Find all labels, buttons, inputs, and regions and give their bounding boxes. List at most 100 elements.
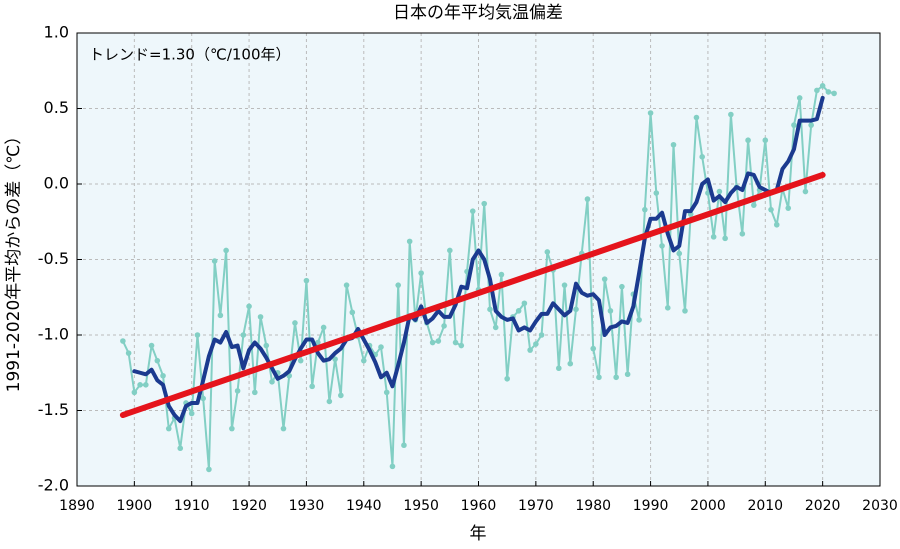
data-point <box>297 357 304 364</box>
data-point <box>154 357 161 364</box>
data-point <box>636 317 642 323</box>
data-point <box>343 282 350 288</box>
y-tick-label: -2.0 <box>38 476 69 495</box>
data-point <box>481 200 488 207</box>
data-point <box>802 188 809 195</box>
x-tick-label: 1960 <box>461 498 497 514</box>
data-point <box>120 338 126 344</box>
data-point <box>229 425 235 432</box>
data-point <box>607 308 614 314</box>
data-point <box>234 388 241 394</box>
data-point <box>469 208 476 214</box>
y-tick-label: 1.0 <box>44 23 69 42</box>
data-point <box>647 110 654 116</box>
x-axis-label: 年 <box>470 524 487 544</box>
y-tick-label: 0.0 <box>44 174 69 193</box>
data-point <box>722 235 728 242</box>
data-point <box>762 137 769 144</box>
data-point <box>378 344 384 350</box>
data-point <box>165 425 172 432</box>
data-point <box>447 247 453 254</box>
x-tick-label: 2030 <box>862 498 898 514</box>
data-point <box>435 338 442 344</box>
data-point <box>773 221 780 228</box>
data-point <box>338 392 344 399</box>
data-point <box>670 141 677 148</box>
data-point <box>125 350 132 356</box>
data-point <box>349 309 356 316</box>
data-point <box>246 303 252 310</box>
x-tick-label: 1990 <box>633 498 669 514</box>
data-point <box>401 442 407 449</box>
x-tick-label: 1980 <box>575 498 611 514</box>
data-point <box>561 282 568 288</box>
data-point <box>745 137 751 144</box>
data-point <box>332 356 338 362</box>
data-point <box>383 389 390 396</box>
x-tick-label: 1930 <box>289 498 325 514</box>
data-point <box>556 365 562 372</box>
data-point <box>596 374 602 381</box>
data-point <box>223 247 229 254</box>
series-line <box>132 95 825 424</box>
data-point <box>808 122 814 128</box>
data-point <box>739 231 746 237</box>
data-point <box>194 332 201 338</box>
data-point <box>682 308 688 314</box>
data-point <box>303 277 310 284</box>
data-point <box>796 95 803 101</box>
chart-title: 日本の年平均気温偏差 <box>393 3 563 23</box>
data-point <box>360 357 367 364</box>
data-point <box>533 341 539 347</box>
data-point <box>320 324 327 331</box>
data-point <box>825 89 832 95</box>
data-point <box>504 375 510 382</box>
data-point <box>206 466 212 473</box>
data-point <box>619 283 625 290</box>
data-point <box>768 206 774 213</box>
data-point <box>280 425 287 432</box>
data-point <box>498 271 505 278</box>
data-point <box>240 332 247 338</box>
data-point <box>831 90 837 97</box>
plot-frame <box>76 32 881 487</box>
x-tick-label: 1950 <box>403 498 439 514</box>
data-point <box>601 276 608 282</box>
series-line <box>119 171 826 419</box>
y-tick-label: 0.5 <box>44 98 69 117</box>
y-tick-label: -1.0 <box>38 325 69 344</box>
data-point <box>211 258 218 264</box>
data-point <box>418 270 424 276</box>
data-point <box>137 382 143 388</box>
data-point <box>188 410 195 417</box>
data-point <box>257 314 264 320</box>
data-point <box>177 445 184 452</box>
data-point <box>584 196 591 202</box>
y-axis-label: 1991-2020年平均からの差（℃） <box>4 128 24 393</box>
data-point <box>131 389 138 396</box>
data-point <box>143 382 149 388</box>
data-point <box>573 306 579 313</box>
data-point <box>653 190 660 196</box>
x-tick-label: 2010 <box>747 498 783 514</box>
data-point <box>389 463 396 470</box>
data-point <box>395 282 402 288</box>
data-point <box>676 250 683 257</box>
data-point <box>642 206 648 213</box>
data-point <box>785 205 792 211</box>
data-point <box>544 249 551 255</box>
data-point <box>693 114 700 121</box>
data-point <box>441 323 447 329</box>
data-point <box>538 332 545 338</box>
data-point <box>458 342 465 349</box>
data-point <box>309 383 315 390</box>
data-point <box>269 379 275 385</box>
x-tick-label: 1890 <box>59 498 95 514</box>
data-point <box>521 300 528 307</box>
data-point <box>406 238 413 245</box>
data-point <box>492 324 499 331</box>
x-tick-label: 1970 <box>518 498 554 514</box>
data-point <box>699 154 705 160</box>
data-point <box>613 374 619 381</box>
